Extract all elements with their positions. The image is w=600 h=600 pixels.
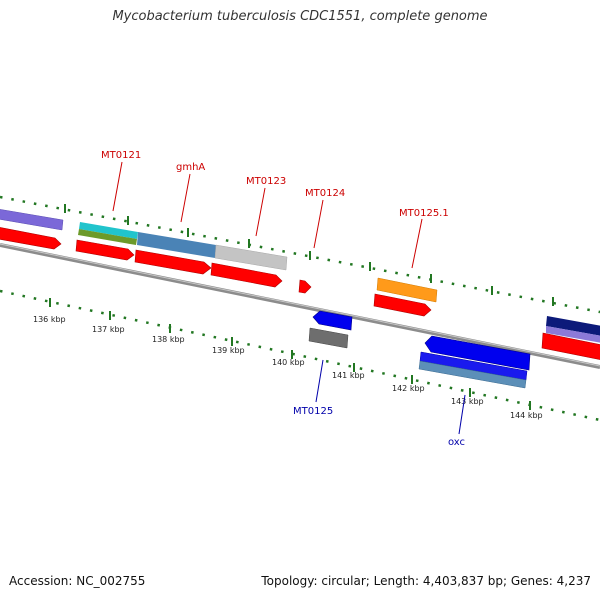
scale-label: 137 kbp bbox=[92, 325, 125, 334]
gene-labels: MT0121 gmhA MT0123 MT0124 MT0125.1 MT012… bbox=[101, 150, 465, 448]
feature-block-cyan[interactable] bbox=[79, 222, 138, 239]
genome-summary-text: Topology: circular; Length: 4,403,837 bp… bbox=[261, 574, 591, 588]
cds-arrow-forward[interactable] bbox=[0, 227, 62, 250]
scale-label: 142 kbp bbox=[392, 384, 425, 393]
feature-block-orange[interactable] bbox=[376, 277, 438, 303]
feature-block-olive[interactable] bbox=[78, 229, 137, 245]
feature-block-lavender[interactable] bbox=[546, 326, 600, 343]
feature-block-lightgray[interactable] bbox=[214, 244, 288, 271]
feature-row-outer bbox=[0, 209, 600, 343]
feature-block-darkgray[interactable] bbox=[308, 327, 349, 349]
genome-backbone-highlight bbox=[0, 243, 600, 367]
inner-major-ticks bbox=[49, 298, 531, 410]
scale-label: 140 kbp bbox=[272, 358, 305, 367]
accession-text: Accession: NC_002755 bbox=[9, 574, 146, 588]
gene-label-mt0124[interactable]: MT0124 bbox=[305, 188, 345, 199]
feature-block-teal[interactable] bbox=[418, 360, 527, 389]
gene-label-mt0125[interactable]: MT0125 bbox=[293, 406, 333, 417]
scale-label: 143 kbp bbox=[451, 397, 484, 406]
scale-label: 138 kbp bbox=[152, 335, 185, 344]
cds-arrow-forward[interactable] bbox=[541, 332, 600, 360]
scale-labels: 136 kbp 137 kbp 138 kbp 139 kbp 140 kbp … bbox=[33, 315, 543, 420]
outer-dotted-ruler bbox=[0, 195, 600, 314]
map-title: Mycobacterium tuberculosis CDC1551, comp… bbox=[112, 9, 488, 24]
outer-major-ticks bbox=[64, 204, 554, 306]
gene-label-gmha[interactable]: gmhA bbox=[176, 162, 205, 173]
feature-block-purple[interactable] bbox=[0, 209, 64, 231]
gene-label-oxc[interactable]: oxc bbox=[448, 437, 465, 448]
cds-arrow-forward[interactable] bbox=[298, 279, 312, 294]
gene-label-mt0125-1[interactable]: MT0125.1 bbox=[399, 208, 449, 219]
genome-backbone bbox=[0, 243, 600, 369]
scale-label: 136 kbp bbox=[33, 315, 66, 324]
cds-arrow-reverse[interactable] bbox=[312, 310, 353, 331]
feature-block-steelblue[interactable] bbox=[137, 232, 216, 258]
scale-label: 144 kbp bbox=[510, 411, 543, 420]
label-leaders bbox=[112, 161, 466, 435]
scale-label: 141 kbp bbox=[332, 371, 365, 380]
gene-label-mt0123[interactable]: MT0123 bbox=[246, 176, 286, 187]
cds-arrow-reverse-oxc[interactable] bbox=[424, 335, 531, 371]
cds-arrow-forward[interactable] bbox=[373, 293, 432, 317]
cds-arrow-forward[interactable] bbox=[134, 249, 212, 275]
gene-label-mt0121[interactable]: MT0121 bbox=[101, 150, 141, 161]
feature-block-navy[interactable] bbox=[546, 316, 600, 336]
cds-arrow-forward[interactable] bbox=[210, 262, 283, 288]
cds-arrow-forward[interactable] bbox=[75, 239, 135, 261]
scale-label: 139 kbp bbox=[212, 346, 245, 355]
reverse-cds-row bbox=[308, 310, 531, 389]
forward-cds-row bbox=[0, 227, 600, 360]
